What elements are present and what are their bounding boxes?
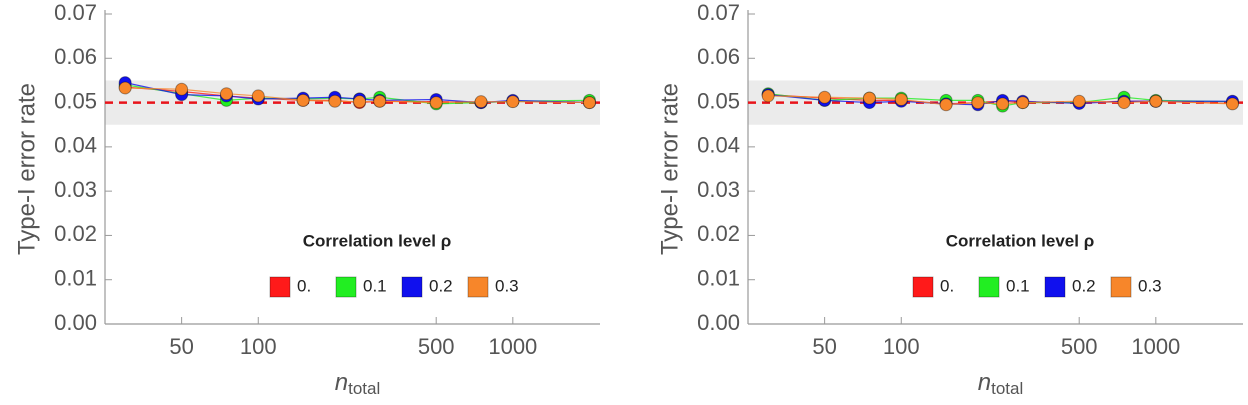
data-point	[1072, 94, 1086, 108]
x-axis-label-sub: total	[348, 379, 380, 398]
legend-swatch	[269, 276, 291, 298]
data-point	[353, 95, 367, 109]
y-tick-label: 0.06	[54, 44, 97, 69]
y-tick-label: 0.02	[54, 221, 97, 246]
data-point	[296, 93, 310, 107]
data-point	[474, 95, 488, 109]
x-axis-label: ntotal	[978, 369, 1024, 398]
data-point	[996, 97, 1010, 111]
legend-label: 0.2	[1072, 276, 1096, 295]
y-tick-label: 0.01	[54, 266, 97, 291]
data-point	[1225, 97, 1239, 111]
y-tick-label: 0.07	[697, 0, 740, 25]
y-tick-label: 0.06	[697, 44, 740, 69]
legend-title: Correlation level ρ	[303, 231, 451, 250]
x-tick-label: 100	[883, 334, 920, 359]
data-point	[1117, 96, 1131, 110]
legend-swatch	[978, 276, 1000, 298]
y-tick-label: 0.03	[697, 177, 740, 202]
legend-label: 0.2	[429, 276, 453, 295]
legend-label: 0.3	[495, 276, 519, 295]
data-point	[971, 96, 985, 110]
y-tick-label: 0.04	[54, 133, 97, 158]
panel: 0.00 0.01 0.02 0.03 0.04 0.05 0.06 0.07 50 100 500…	[13, 0, 600, 398]
legend-label: 0.3	[1138, 276, 1162, 295]
legend-label: 0.1	[1006, 276, 1030, 295]
data-point	[373, 94, 387, 108]
data-point	[429, 96, 443, 110]
data-point	[175, 82, 189, 96]
legend-label: 0.	[940, 276, 954, 295]
data-point	[894, 92, 908, 106]
data-point	[1149, 94, 1163, 108]
y-tick-label: 0.02	[697, 221, 740, 246]
x-axis-label: ntotal	[335, 369, 381, 398]
data-point	[506, 95, 520, 109]
x-tick-label: 500	[1061, 334, 1098, 359]
data-point	[862, 91, 876, 105]
legend-swatch	[912, 276, 934, 298]
legend-label: 0.	[297, 276, 311, 295]
data-point	[761, 89, 775, 103]
x-axis-label-var: n	[335, 369, 348, 396]
legend-swatch	[1044, 276, 1066, 298]
x-axis-label-sub: total	[991, 379, 1023, 398]
data-point	[118, 81, 132, 95]
y-tick-label: 0.00	[697, 310, 740, 335]
legend-swatch	[467, 276, 489, 298]
legend-title: Correlation level ρ	[946, 231, 1094, 250]
x-tick-label: 100	[240, 334, 277, 359]
legend-swatch	[335, 276, 357, 298]
y-axis-label: Type-I error rate	[13, 83, 40, 255]
x-tick-label: 1000	[1131, 334, 1180, 359]
y-tick-label: 0.04	[697, 133, 740, 158]
x-tick-label: 50	[812, 334, 836, 359]
data-point	[219, 87, 233, 101]
data-point	[1016, 96, 1030, 110]
y-tick-label: 0.03	[54, 177, 97, 202]
y-tick-label: 0.05	[54, 88, 97, 113]
legend-swatch	[401, 276, 423, 298]
data-point	[582, 96, 596, 110]
x-tick-label: 50	[169, 334, 193, 359]
y-tick-label: 0.01	[697, 266, 740, 291]
y-tick-label: 0.07	[54, 0, 97, 25]
data-point	[328, 94, 342, 108]
data-point	[939, 98, 953, 112]
x-axis-label-var: n	[978, 369, 991, 396]
legend-swatch	[1110, 276, 1132, 298]
y-tick-label: 0.00	[54, 310, 97, 335]
x-tick-label: 1000	[488, 334, 537, 359]
panel: 0.00 0.01 0.02 0.03 0.04 0.05 0.06 0.07 50 100 500…	[656, 0, 1243, 398]
data-point	[251, 89, 265, 103]
legend-label: 0.1	[363, 276, 387, 295]
x-tick-label: 500	[418, 334, 455, 359]
y-axis-label: Type-I error rate	[656, 83, 683, 255]
y-tick-label: 0.05	[697, 88, 740, 113]
data-point	[818, 90, 832, 104]
